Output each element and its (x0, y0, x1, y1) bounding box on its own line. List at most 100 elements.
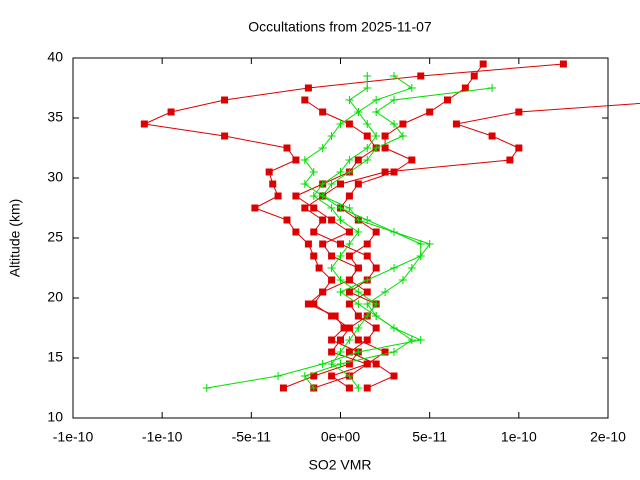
point (363, 216, 372, 224)
point (354, 156, 362, 164)
point (318, 144, 327, 152)
point (328, 372, 336, 380)
point (363, 336, 371, 344)
y-tick-label: 30 (47, 169, 63, 185)
point (390, 96, 398, 104)
point (309, 384, 318, 392)
point (337, 180, 344, 188)
point (251, 204, 259, 212)
point (559, 60, 567, 68)
point (372, 96, 381, 104)
point (479, 60, 487, 68)
point (202, 384, 211, 392)
point (283, 144, 291, 152)
point (372, 312, 381, 320)
point (407, 84, 416, 92)
x-tick-label: 2e-10 (590, 429, 626, 445)
point (301, 204, 309, 212)
point (372, 108, 381, 116)
point (363, 360, 371, 368)
profile-line (142, 63, 564, 389)
point (336, 216, 345, 224)
point (310, 228, 318, 236)
point (328, 312, 336, 320)
point (416, 336, 425, 344)
point (309, 192, 318, 200)
point (345, 288, 353, 296)
point (354, 216, 363, 224)
point (506, 156, 514, 164)
point (372, 264, 380, 272)
y-axis-label: Altitude (km) (7, 199, 23, 278)
x-axis-label: SO2 VMR (308, 457, 371, 473)
point (372, 144, 381, 152)
point (265, 168, 273, 176)
point (331, 312, 339, 320)
point (336, 252, 345, 260)
point (328, 348, 336, 356)
y-tick-label: 15 (47, 349, 63, 365)
x-tick-label: 0e+00 (321, 429, 361, 445)
point (328, 336, 336, 344)
point (292, 228, 300, 236)
point (319, 108, 327, 116)
point (319, 288, 327, 296)
x-tick-label: -5e-11 (232, 429, 272, 445)
y-tick-label: 10 (47, 409, 63, 425)
point (274, 192, 282, 200)
point (328, 216, 336, 224)
point (345, 228, 353, 236)
point (372, 132, 381, 140)
point (354, 228, 363, 236)
point (398, 276, 407, 284)
point (336, 276, 345, 284)
point (488, 132, 496, 140)
point (274, 372, 283, 380)
point (390, 348, 398, 356)
point (279, 384, 287, 392)
point (309, 168, 318, 176)
point (354, 180, 362, 188)
point (399, 120, 407, 128)
point (336, 168, 345, 176)
point (363, 156, 372, 164)
point (292, 192, 300, 200)
point (221, 96, 229, 104)
point (363, 384, 371, 392)
point (345, 348, 353, 356)
point (345, 96, 354, 104)
point (345, 300, 353, 308)
y-tick-label: 40 (47, 49, 63, 65)
point (304, 240, 312, 248)
point (444, 96, 451, 104)
point (318, 192, 327, 200)
point (381, 144, 389, 152)
point (327, 204, 336, 212)
y-tick-label: 20 (47, 289, 63, 305)
point (363, 312, 372, 320)
y-tick-label: 35 (47, 109, 63, 125)
point (407, 264, 416, 272)
point (345, 384, 353, 392)
point (310, 252, 318, 260)
point (354, 348, 363, 356)
point (327, 132, 336, 140)
point (319, 240, 327, 248)
point (283, 216, 291, 224)
point (372, 300, 381, 308)
point (345, 168, 354, 176)
point (345, 324, 353, 332)
point (336, 204, 345, 212)
point (363, 132, 371, 140)
x-tick-label: 5e-11 (412, 429, 447, 445)
y-tick-label: 25 (47, 229, 63, 245)
point (328, 252, 336, 260)
point (425, 240, 434, 248)
point (381, 132, 389, 140)
chart-title: Occultations from 2025-11-07 (248, 19, 432, 35)
x-tick-label: -1e-10 (53, 429, 94, 445)
point (304, 300, 312, 308)
point (488, 84, 497, 92)
